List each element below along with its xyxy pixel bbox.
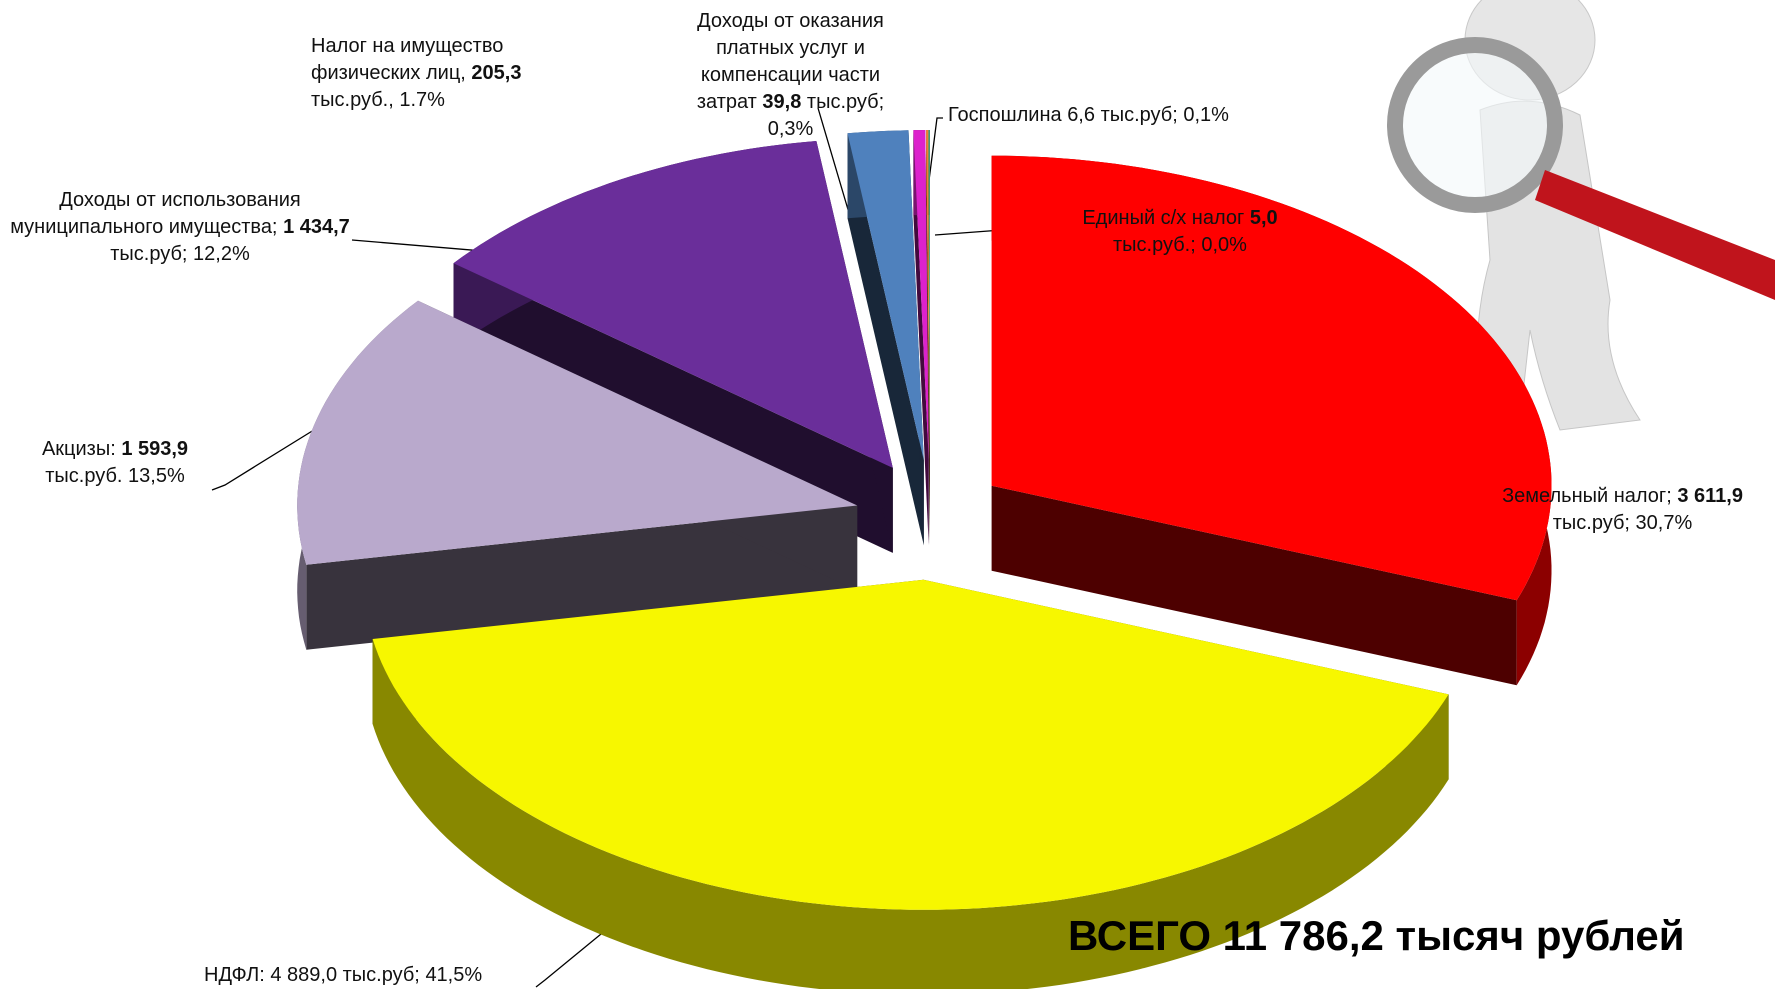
label-unit: тыс.руб;	[110, 243, 187, 265]
value-label: 6,6	[1067, 104, 1095, 126]
slice-label: Доходы от оказания платных услуг и компе…	[678, 8, 903, 143]
percent-label: 1.7%	[399, 89, 445, 111]
label-unit: тыс.руб;	[343, 964, 420, 986]
label-unit: тыс.руб.,	[311, 89, 394, 111]
slice-label: Доходы от использования муниципального и…	[0, 187, 360, 268]
slice-label: Налог на имущество физических лиц, 205,3…	[311, 33, 551, 114]
value-label: 1 593,9	[121, 438, 188, 460]
percent-label: 0,0%	[1201, 234, 1247, 256]
slice-label: Госпошлина 6,6 тыс.руб; 0,1%	[948, 102, 1348, 129]
percent-label: 0,1%	[1183, 104, 1229, 126]
slice-label: Акцизы: 1 593,9 тыс.руб. 13,5%	[15, 436, 215, 490]
label-name: Единый с/х налог	[1082, 207, 1244, 229]
value-label: 4 889,0	[270, 964, 337, 986]
slice-label: Единый с/х налог 5,0 тыс.руб.; 0,0%	[1050, 205, 1310, 259]
percent-label: 13,5%	[128, 465, 185, 487]
slice-label: НДФЛ: 4 889,0 тыс.руб; 41,5%	[204, 962, 564, 989]
label-name: Доходы от использования муниципального и…	[10, 189, 301, 238]
chart-title: ВСЕГО 11 786,2 тысяч рублей	[1068, 912, 1685, 960]
value-label: 3 611,9	[1677, 485, 1743, 507]
value-label: 5,0	[1250, 207, 1278, 229]
label-name: Акцизы:	[42, 438, 116, 460]
percent-label: 30,7%	[1636, 512, 1693, 534]
page: ВСЕГО 11 786,2 тысяч рублей Земельный на…	[0, 0, 1775, 989]
label-name: НДФЛ:	[204, 964, 265, 986]
value-label: 205,3	[471, 62, 521, 84]
slice-label: Земельный налог; 3 611,9 тыс.руб; 30,7%	[1470, 483, 1775, 537]
label-name: Земельный налог;	[1502, 485, 1672, 507]
pie	[297, 130, 1551, 989]
label-name: Госпошлина	[948, 104, 1062, 126]
label-unit: тыс.руб;	[1553, 512, 1630, 534]
percent-label: 41,5%	[425, 964, 482, 986]
label-unit: тыс.руб.	[45, 465, 122, 487]
label-unit: тыс.руб.;	[1113, 234, 1196, 256]
label-unit: тыс.руб;	[1101, 104, 1178, 126]
label-unit: тыс.руб;	[807, 91, 884, 113]
value-label: 1 434,7	[283, 216, 350, 238]
percent-label: 12,2%	[193, 243, 250, 265]
percent-label: 0,3%	[768, 118, 814, 140]
value-label: 39,8	[762, 91, 801, 113]
